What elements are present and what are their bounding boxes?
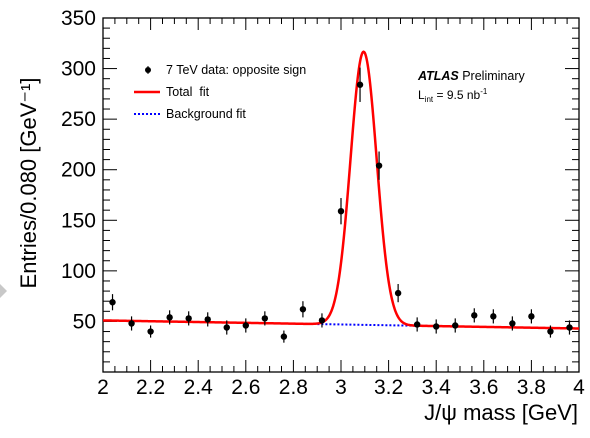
data-point <box>356 81 364 88</box>
data-point <box>337 207 345 215</box>
y-axis-label: Entries/0.080 [GeV⁻¹] <box>16 78 41 289</box>
x-tick-label: 2.8 <box>279 376 308 399</box>
data-point <box>185 315 192 322</box>
data-point <box>318 317 326 324</box>
x-tick-label: 4 <box>573 376 585 399</box>
svg-text:ATLAS Preliminary: ATLAS Preliminary <box>417 69 525 83</box>
x-tick-label: 3.2 <box>374 376 403 399</box>
x-tick-label: 2.2 <box>136 376 165 399</box>
data-point <box>509 320 516 327</box>
x-tick-label: 2.6 <box>231 376 260 399</box>
data-point <box>452 322 459 329</box>
data-point <box>280 333 288 340</box>
atlas-label: ATLAS Preliminary Lint = 9.5 nb-1 <box>417 69 525 104</box>
x-axis-ticks: 2 2.2 2.4 2.6 2.8 3 3.2 3.4 3.6 3.8 4 <box>97 18 585 399</box>
y-tick-label: 100 <box>61 260 96 283</box>
total-fit-line <box>103 50 579 330</box>
data-point <box>261 315 269 322</box>
data-point <box>394 289 402 297</box>
x-tick-label: 3.8 <box>517 376 546 399</box>
data-point <box>413 321 421 328</box>
data-point <box>471 312 478 319</box>
y-tick-label: 50 <box>73 310 96 333</box>
legend-label-background-fit: Background fit <box>166 107 246 121</box>
data-point <box>147 328 154 335</box>
y-axis-ticks: 50 100 150 200 250 300 350 <box>61 7 579 363</box>
y-tick-label: 200 <box>61 159 96 182</box>
y-tick-label: 250 <box>61 108 96 131</box>
x-tick-label: 3 <box>335 376 347 399</box>
x-axis-label: J/ψ mass [GeV] <box>424 400 578 425</box>
data-point <box>566 324 573 331</box>
data-point <box>547 328 554 335</box>
x-tick-label: 3.6 <box>469 376 498 399</box>
x-tick-label: 2 <box>97 376 109 399</box>
luminosity-label: Lint = 9.5 nb-1 <box>418 87 488 104</box>
data-points <box>109 67 573 343</box>
data-point <box>528 313 535 320</box>
data-point <box>166 314 173 321</box>
legend: 7 TeV data: opposite sign Total fit Back… <box>134 63 306 121</box>
data-point <box>128 320 135 327</box>
y-tick-label: 300 <box>61 58 96 81</box>
y-tick-label: 150 <box>61 209 96 232</box>
data-point <box>490 313 497 320</box>
data-point <box>109 299 116 306</box>
legend-label-data: 7 TeV data: opposite sign <box>166 63 306 77</box>
data-point <box>223 324 230 331</box>
x-tick-label: 2.4 <box>184 376 214 399</box>
atlas-status-label: Preliminary <box>459 69 526 83</box>
x-tick-label: 3.4 <box>422 376 452 399</box>
side-arrow-icon <box>0 284 7 298</box>
data-point <box>433 323 440 330</box>
data-point <box>299 306 307 313</box>
atlas-experiment-label: ATLAS <box>417 69 459 83</box>
y-tick-label: 350 <box>61 7 96 30</box>
data-point <box>242 322 249 329</box>
data-point <box>204 316 211 323</box>
legend-label-total-fit: Total fit <box>166 85 210 99</box>
data-point <box>375 162 383 169</box>
